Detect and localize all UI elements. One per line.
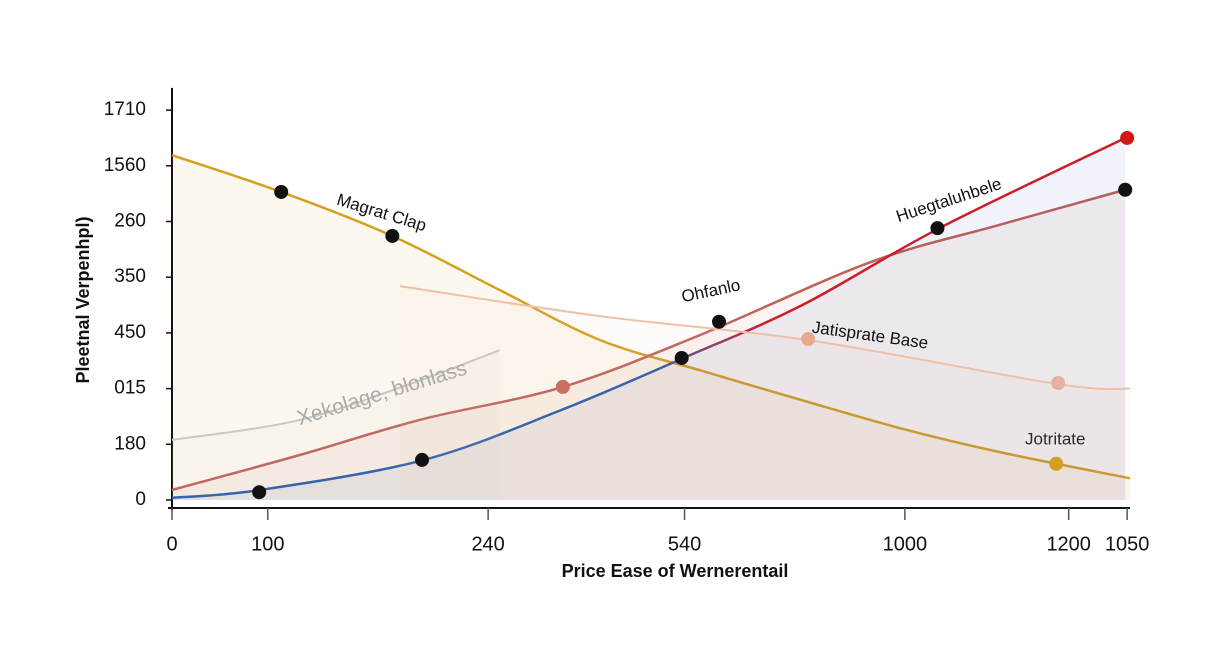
y-tick-label: 015 <box>114 378 146 399</box>
x-tick-label: 0 <box>166 533 177 555</box>
x-tick-label: 1200 <box>1046 533 1091 555</box>
series-line <box>171 188 1126 492</box>
point <box>1049 456 1064 471</box>
y-tick-label: 450 <box>114 322 146 343</box>
x-tick-label: 1050 <box>1105 533 1150 555</box>
annotation: Jotritate <box>1025 429 1085 448</box>
point <box>674 350 689 365</box>
point <box>415 452 430 467</box>
point <box>555 379 570 394</box>
point <box>1118 182 1133 197</box>
series-area <box>400 286 1130 500</box>
series-area <box>172 155 1130 501</box>
x-axis-title: Price Ease of Wernerentail <box>562 561 789 581</box>
y-tick-label: 0 <box>135 489 146 510</box>
point <box>930 221 945 236</box>
point <box>1120 130 1135 145</box>
point <box>252 485 267 500</box>
series-label: Ohfanlo <box>680 275 742 306</box>
y-tick-label: 1560 <box>104 155 146 176</box>
y-tick-label: 260 <box>114 211 146 232</box>
point <box>1051 376 1066 391</box>
y-tick-label: 180 <box>114 433 146 454</box>
series-area <box>172 137 1126 500</box>
series-line <box>171 349 500 441</box>
y-tick-label: 350 <box>114 266 146 287</box>
y-axis-title: Pleetnal Verpenhpl) <box>73 216 93 383</box>
point <box>712 314 727 329</box>
series-line <box>171 154 1131 480</box>
point <box>274 184 289 199</box>
x-tick-label: 100 <box>251 533 284 555</box>
x-tick-label: 540 <box>668 533 701 555</box>
point <box>801 332 816 347</box>
point <box>385 228 400 243</box>
x-tick-label: 1000 <box>883 533 928 555</box>
x-tick-label: 240 <box>471 533 504 555</box>
y-tick-label: 1710 <box>104 99 146 120</box>
